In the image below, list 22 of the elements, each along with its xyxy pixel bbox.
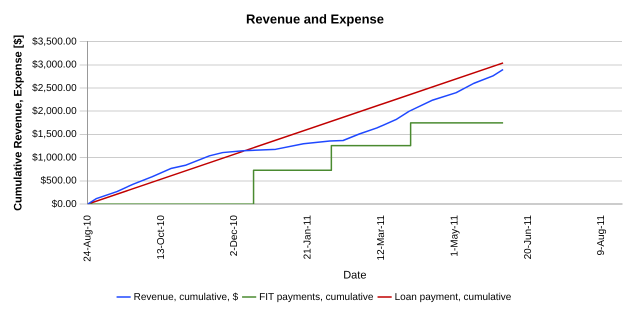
x-tick-label: 2-Dec-10 xyxy=(229,214,240,256)
y-tick-label: $3,500.00 xyxy=(32,36,78,48)
y-tick-label: $0.00 xyxy=(52,198,78,210)
x-tick-label: 21-Jan-11 xyxy=(302,214,314,260)
legend-label: Loan payment, cumulative xyxy=(394,292,512,303)
x-tick-label: 24-Aug-10 xyxy=(82,214,94,262)
legend-label: FIT payments, cumulative xyxy=(259,292,374,303)
y-tick-label: $2,500.00 xyxy=(32,82,78,94)
legend-label: Revenue, cumulative, $ xyxy=(134,292,239,303)
x-tick-label: 9-Aug-11 xyxy=(596,214,608,256)
y-tick-label: $1,000.00 xyxy=(32,152,78,164)
chart-title: Revenue and Expense xyxy=(246,11,384,26)
x-tick-label: 12-Mar-11 xyxy=(376,214,388,260)
y-tick-label: $3,000.00 xyxy=(32,60,78,71)
y-tick-label: $1,500.00 xyxy=(32,129,78,140)
x-tick-label: 20-Jun-11 xyxy=(522,214,534,260)
y-axis-title: Cumulative Revenue, Expense [$] xyxy=(12,34,25,211)
x-tick-label: 13-Oct-10 xyxy=(156,214,167,260)
y-tick-label: $500.00 xyxy=(40,176,78,187)
x-axis-title: Date xyxy=(343,269,366,282)
y-tick-label: $2,000.00 xyxy=(32,106,78,117)
x-tick-label: 1-May-11 xyxy=(449,214,460,257)
